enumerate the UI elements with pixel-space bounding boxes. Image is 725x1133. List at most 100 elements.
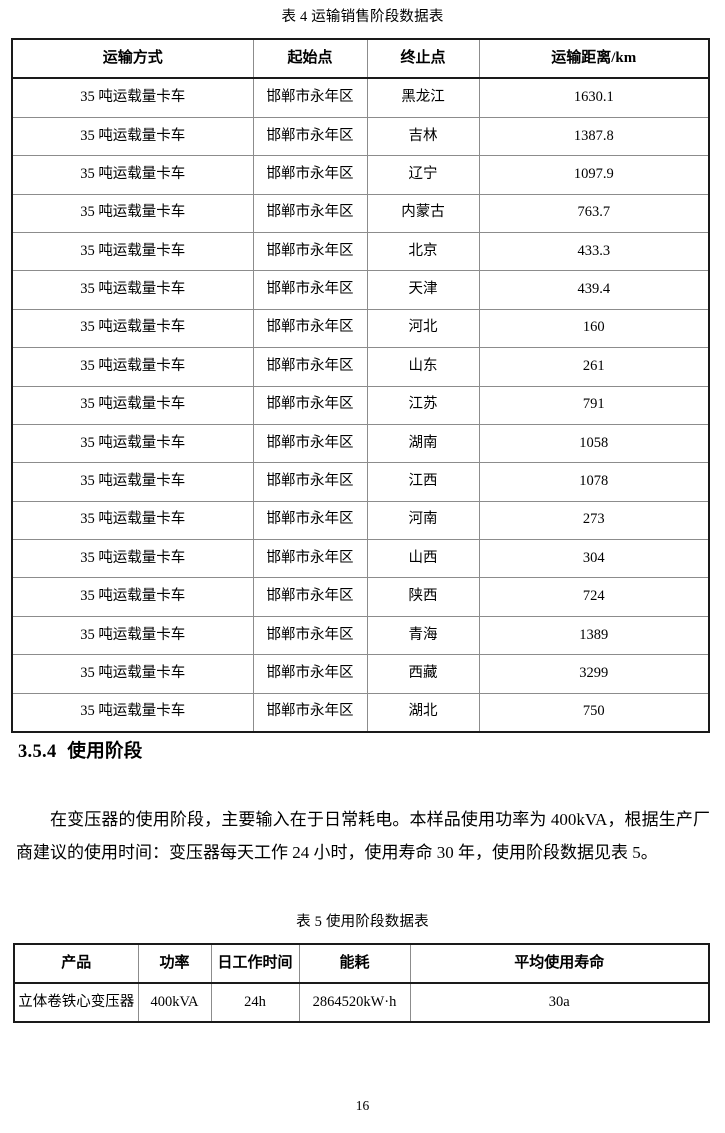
cell-origin: 邯郸市永年区 <box>252 423 368 464</box>
table-row: 35 吨运载量卡车 邯郸市永年区 山西 304 <box>11 539 710 579</box>
table-row: 35 吨运载量卡车 邯郸市永年区 西藏 3299 <box>11 654 710 694</box>
cell-destination: 江西 <box>366 462 480 502</box>
cell-transport-mode: 35 吨运载量卡车 <box>11 231 254 272</box>
table-row: 35 吨运载量卡车 邯郸市永年区 青海 1389 <box>11 615 710 656</box>
cell-destination: 湖北 <box>366 692 480 734</box>
table4-body: 35 吨运载量卡车 邯郸市永年区 黑龙江 1630.1 35 吨运载量卡车 邯郸市永年区吉… <box>11 77 710 734</box>
column-header-distance: 运输距离/km <box>478 37 710 79</box>
cell-origin: 邯郸市永年区 <box>252 500 368 541</box>
usage-data-table: 产品 功率 日工作时间 能耗 平均使用寿命 立体卷铁心变压器 400kVA 24h 2… <box>13 943 710 1023</box>
table5-body: 立体卷铁心变压器 400kVA 24h 2864520kW·h 30a <box>13 982 710 1023</box>
table-row: 35 吨运载量卡车 邯郸市永年区 天津 439.4 <box>11 270 710 310</box>
cell-distance: 304 <box>478 539 710 579</box>
cell-distance: 724 <box>478 577 710 617</box>
cell-origin: 邯郸市永年区 <box>252 116 368 157</box>
cell-distance: 433.3 <box>478 231 710 272</box>
cell-distance: 750 <box>478 692 710 734</box>
table-row: 35 吨运载量卡车 邯郸市永年区 河南 273 <box>11 500 710 541</box>
column-header-lifetime: 平均使用寿命 <box>409 943 710 984</box>
cell-destination: 山东 <box>366 347 480 387</box>
table5-header: 产品 功率 日工作时间 能耗 平均使用寿命 <box>13 943 710 984</box>
cell-origin: 邯郸市永年区 <box>252 193 368 233</box>
cell-destination: 河南 <box>366 500 480 541</box>
cell-origin: 邯郸市永年区 <box>252 385 368 425</box>
cell-distance: 791 <box>478 385 710 425</box>
cell-distance: 763.7 <box>478 193 710 233</box>
cell-transport-mode: 35 吨运载量卡车 <box>11 270 254 310</box>
cell-origin: 邯郸市永年区 <box>252 654 368 694</box>
cell-distance: 1387.8 <box>478 116 710 157</box>
table-row: 35 吨运载量卡车 邯郸市永年区 湖南 1058 <box>11 423 710 464</box>
table-row: 35 吨运载量卡车 邯郸市永年区 北京 433.3 <box>11 231 710 272</box>
cell-destination: 吉林 <box>366 116 480 157</box>
cell-energy: 2864520kW·h <box>298 982 411 1023</box>
cell-origin: 邯郸市永年区 <box>252 270 368 310</box>
cell-destination: 黑龙江 <box>366 77 480 118</box>
cell-origin: 邯郸市永年区 <box>252 155 368 195</box>
table-row: 35 吨运载量卡车 邯郸市永年区 山东 261 <box>11 347 710 387</box>
transport-data-table: 运输方式 起始点 终止点 运输距离/km 35 吨运载量卡车 邯郸市永年区 黑龙江 1… <box>11 37 710 734</box>
cell-destination: 天津 <box>366 270 480 310</box>
cell-transport-mode: 35 吨运载量卡车 <box>11 77 254 118</box>
cell-transport-mode: 35 吨运载量卡车 <box>11 539 254 579</box>
cell-transport-mode: 35 吨运载量卡车 <box>11 577 254 617</box>
section-number: 3.5.4 <box>18 742 57 762</box>
cell-destination: 陕西 <box>366 577 480 617</box>
cell-lifetime: 30a <box>409 982 710 1023</box>
cell-transport-mode: 35 吨运载量卡车 <box>11 423 254 464</box>
cell-transport-mode: 35 吨运载量卡车 <box>11 347 254 387</box>
column-header-destination: 终止点 <box>366 37 480 79</box>
cell-distance: 3299 <box>478 654 710 694</box>
table-row: 35 吨运载量卡车 邯郸市永年区 湖北 750 <box>11 692 710 734</box>
cell-distance: 160 <box>478 308 710 349</box>
page-number: 16 <box>355 1098 370 1113</box>
cell-transport-mode: 35 吨运载量卡车 <box>11 500 254 541</box>
table-header-row: 运输方式 起始点 终止点 运输距离/km <box>11 37 710 79</box>
cell-distance: 1078 <box>478 462 710 502</box>
cell-origin: 邯郸市永年区 <box>252 308 368 349</box>
table-row: 35 吨运载量卡车 邯郸市永年区 内蒙古 763.7 <box>11 193 710 233</box>
cell-origin: 邯郸市永年区 <box>252 692 368 734</box>
section-title: 使用阶段 <box>67 740 143 761</box>
cell-destination: 内蒙古 <box>366 193 480 233</box>
cell-daily-hours: 24h <box>210 982 300 1023</box>
cell-transport-mode: 35 吨运载量卡车 <box>11 116 254 157</box>
column-header-origin: 起始点 <box>252 37 368 79</box>
section-heading: 3.5.4 使用阶段 <box>18 737 143 763</box>
table-row: 35 吨运载量卡车 邯郸市永年区 江苏 791 <box>11 385 710 425</box>
table-row: 35 吨运载量卡车 邯郸市永年区 吉林 1387.8 <box>11 116 710 157</box>
section-paragraph: 在变压器的使用阶段，主要输入在于日常耗电。本样品使用功率为 400kVA，根据生… <box>16 810 710 862</box>
table5-caption: 表 5 使用阶段数据表 <box>296 914 429 930</box>
cell-distance: 261 <box>478 347 710 387</box>
cell-destination: 山西 <box>366 539 480 579</box>
cell-origin: 邯郸市永年区 <box>252 462 368 502</box>
cell-destination: 北京 <box>366 231 480 272</box>
cell-destination: 辽宁 <box>366 155 480 195</box>
cell-destination: 湖南 <box>366 423 480 464</box>
cell-transport-mode: 35 吨运载量卡车 <box>11 193 254 233</box>
cell-distance: 1630.1 <box>478 77 710 118</box>
cell-origin: 邯郸市永年区 <box>252 615 368 656</box>
cell-power: 400kVA <box>137 982 212 1023</box>
table-row: 35 吨运载量卡车 邯郸市永年区 河北 160 <box>11 308 710 349</box>
table-row: 35 吨运载量卡车 邯郸市永年区 辽宁 1097.9 <box>11 155 710 195</box>
cell-distance: 1097.9 <box>478 155 710 195</box>
cell-distance: 1058 <box>478 423 710 464</box>
table4-header: 运输方式 起始点 终止点 运输距离/km <box>11 37 710 79</box>
cell-transport-mode: 35 吨运载量卡车 <box>11 654 254 694</box>
cell-transport-mode: 35 吨运载量卡车 <box>11 692 254 734</box>
cell-transport-mode: 35 吨运载量卡车 <box>11 385 254 425</box>
cell-transport-mode: 35 吨运载量卡车 <box>11 462 254 502</box>
cell-destination: 青海 <box>366 615 480 656</box>
table-row: 35 吨运载量卡车 邯郸市永年区 陕西 724 <box>11 577 710 617</box>
table-header-row: 产品 功率 日工作时间 能耗 平均使用寿命 <box>13 943 710 984</box>
cell-transport-mode: 35 吨运载量卡车 <box>11 155 254 195</box>
column-header-daily-hours: 日工作时间 <box>210 943 300 984</box>
table-row: 35 吨运载量卡车 邯郸市永年区 黑龙江 1630.1 <box>11 77 710 118</box>
cell-transport-mode: 35 吨运载量卡车 <box>11 308 254 349</box>
cell-distance: 439.4 <box>478 270 710 310</box>
cell-origin: 邯郸市永年区 <box>252 577 368 617</box>
table-row: 35 吨运载量卡车 邯郸市永年区 江西 1078 <box>11 462 710 502</box>
cell-product: 立体卷铁心变压器 <box>13 982 139 1023</box>
